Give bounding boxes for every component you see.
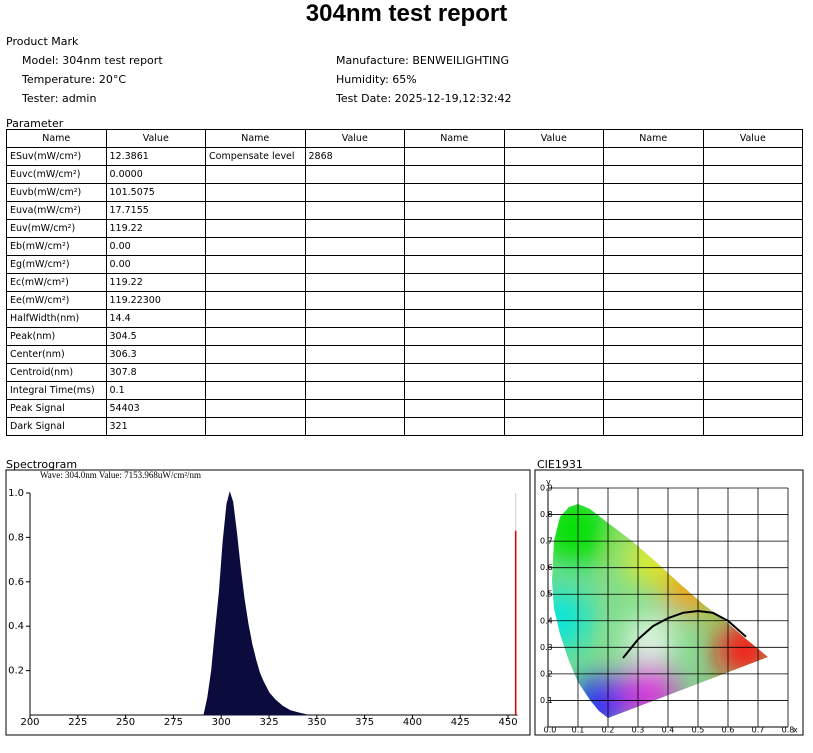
field: Temperature: 20°C — [22, 73, 127, 86]
x-tick-label: 0.0 — [544, 726, 557, 735]
spectrogram-frame — [5, 469, 531, 736]
field: Manufacture: BENWEILIGHTING — [336, 54, 510, 67]
field: Model: 304nm test report — [22, 54, 163, 67]
y-tick-label: 0.6 — [8, 577, 24, 588]
table-row: Peak(nm) 304.5 — [6, 327, 803, 346]
header-row: Name Value Name Value Name Value Name Value — [6, 129, 803, 148]
section-heading: Product Mark — [6, 35, 79, 48]
x-tick-label: 325 — [259, 717, 278, 728]
cie-gamut — [552, 504, 768, 718]
table-row: Centroid(nm) 307.8 — [6, 363, 803, 382]
x-tick-label: 425 — [451, 717, 470, 728]
table-row: Ee(mW/cm²) 119.22300 — [6, 291, 803, 310]
table-row: Dark Signal 321 — [6, 417, 803, 436]
spectrum-area — [203, 491, 308, 716]
x-tick-label: 375 — [355, 717, 374, 728]
table-row: HalfWidth(nm) 14.4 — [6, 309, 803, 328]
y-tick-label: 0.7 — [540, 537, 553, 546]
value-cell — [702, 417, 803, 436]
x-tick-label: 350 — [307, 717, 326, 728]
x-tick-label: 0.4 — [662, 726, 675, 735]
y-tick-label: 1.0 — [8, 488, 24, 499]
section-heading: Parameter — [6, 117, 64, 130]
field: Tester: admin — [22, 92, 97, 105]
readout: Wave: 304.0nm Value: 7153.968uW/cm²/nm — [40, 470, 201, 480]
x-axis-label: x — [793, 726, 798, 735]
y-tick-label: 0.8 — [8, 532, 24, 543]
x-tick-label: 0.8 — [782, 726, 795, 735]
y-tick-label: 0.2 — [8, 666, 24, 677]
x-tick-label: 0.1 — [572, 726, 585, 735]
table-row: Euva(mW/cm²) 17.7155 — [6, 201, 803, 220]
y-tick-label: 0.3 — [540, 643, 553, 652]
x-tick-label: 0.5 — [692, 726, 705, 735]
planckian-locus — [622, 609, 747, 659]
section-heading: Spectrogram — [6, 458, 78, 471]
y-axis-label: y — [546, 478, 551, 487]
cie-frame — [534, 469, 804, 736]
y-tick-label: 0.4 — [540, 616, 553, 625]
x-tick-label: 0.6 — [722, 726, 735, 735]
y-tick-label: 0.5 — [540, 590, 553, 599]
x-tick-label: 0.2 — [602, 726, 615, 735]
y-tick-label: 0.9 — [540, 484, 553, 493]
y-tick-label: 0.8 — [540, 510, 553, 519]
parameter-table: Name Value Name Value Name Value Name Value ESuv… — [6, 129, 803, 436]
field: Humidity: 65% — [336, 73, 417, 86]
x-tick-label: 200 — [20, 717, 39, 728]
y-tick-label: 0.4 — [8, 621, 24, 632]
y-tick-label: 0.6 — [540, 563, 553, 572]
table-row: Peak Signal 54403 — [6, 399, 803, 418]
section-heading: CIE1931 — [537, 458, 583, 471]
x-tick-label: 0.7 — [752, 726, 765, 735]
x-tick-label: 300 — [212, 717, 231, 728]
x-tick-label: 275 — [164, 717, 183, 728]
x-tick-label: 0.3 — [632, 726, 645, 735]
report-title: 304nm test report — [305, 0, 508, 27]
x-tick-label: 450 — [498, 717, 517, 728]
field: Test Date: 2025-12-19,12:32:42 — [336, 92, 512, 105]
table-row: Euvc(mW/cm²) 0.0000 — [6, 165, 803, 184]
x-tick-label: 250 — [116, 717, 135, 728]
table-row: Euv(mW/cm²) 119.22 — [6, 219, 803, 238]
table-row: Euvb(mW/cm²) 101.5075 — [6, 183, 803, 202]
x-tick-label: 400 — [403, 717, 422, 728]
y-tick-label: 0.1 — [540, 696, 553, 705]
y-tick-label: 0.2 — [540, 669, 553, 678]
x-tick-label: 225 — [68, 717, 87, 728]
